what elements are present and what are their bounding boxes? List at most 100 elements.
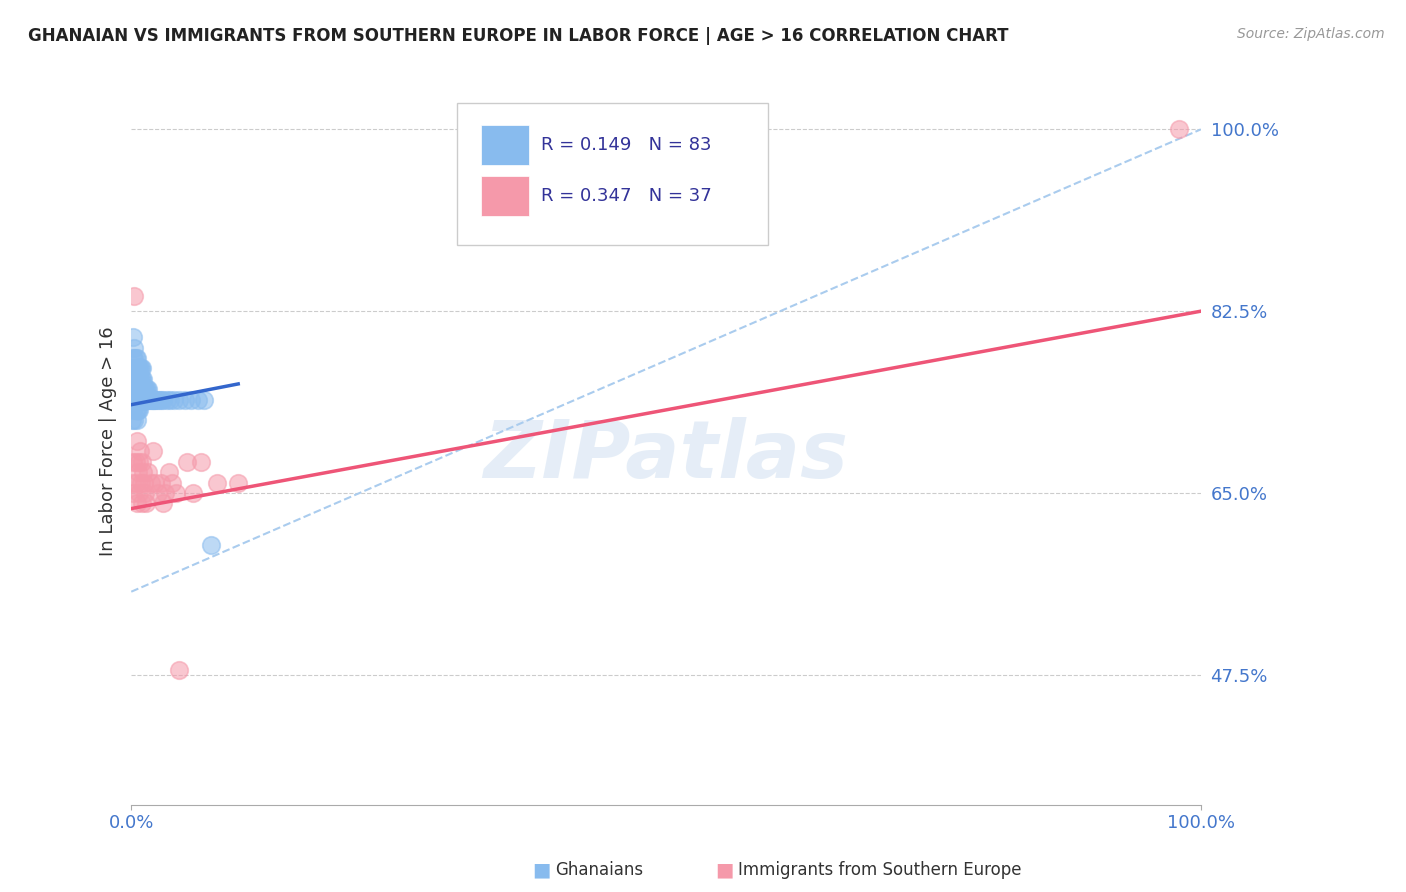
Point [129, 372, 152, 386]
Point [157, 465, 180, 479]
Point [121, 413, 143, 427]
Point [127, 403, 149, 417]
Point [146, 486, 169, 500]
Point [128, 455, 150, 469]
Point [226, 475, 249, 490]
Point [122, 330, 145, 344]
Point [132, 392, 155, 407]
Point [160, 475, 183, 490]
Point [138, 465, 160, 479]
Point [129, 392, 152, 407]
Point [127, 382, 149, 396]
Point [159, 392, 181, 407]
Text: ZIPatlas: ZIPatlas [484, 417, 849, 494]
Point [124, 372, 146, 386]
Point [132, 392, 155, 407]
Point [193, 392, 215, 407]
Point [128, 392, 150, 407]
Point [131, 496, 153, 510]
Point [134, 486, 156, 500]
Point [128, 372, 150, 386]
Point [132, 372, 155, 386]
Point [124, 392, 146, 407]
Point [127, 392, 149, 407]
Point [1168, 122, 1191, 136]
Point [125, 403, 148, 417]
Point [122, 382, 145, 396]
Point [132, 465, 155, 479]
Point [125, 382, 148, 396]
Point [122, 455, 145, 469]
Text: Source: ZipAtlas.com: Source: ZipAtlas.com [1237, 27, 1385, 41]
Point [124, 392, 146, 407]
Point [121, 372, 143, 386]
Point [205, 475, 228, 490]
Point [173, 392, 195, 407]
Text: ■: ■ [714, 860, 734, 880]
Point [122, 403, 145, 417]
Point [131, 455, 153, 469]
Point [128, 392, 150, 407]
Point [124, 413, 146, 427]
Point [124, 382, 146, 396]
Point [169, 392, 191, 407]
Point [124, 475, 146, 490]
Point [152, 392, 174, 407]
Point [132, 382, 155, 396]
Point [135, 392, 157, 407]
Point [138, 392, 160, 407]
Point [128, 403, 150, 417]
Point [124, 351, 146, 365]
Point [132, 382, 155, 396]
Point [124, 372, 146, 386]
Point [138, 382, 160, 396]
Point [142, 392, 165, 407]
Point [152, 496, 174, 510]
Point [125, 413, 148, 427]
Point [148, 392, 170, 407]
Point [142, 444, 165, 458]
Point [132, 475, 155, 490]
Point [131, 392, 153, 407]
Point [131, 361, 153, 376]
Point [190, 455, 212, 469]
Point [139, 392, 162, 407]
Point [122, 486, 145, 500]
Point [134, 392, 156, 407]
Point [139, 475, 162, 490]
Point [129, 361, 152, 376]
Point [125, 372, 148, 386]
Point [125, 351, 148, 365]
Point [122, 361, 145, 376]
Point [142, 392, 165, 407]
Point [125, 361, 148, 376]
Point [150, 392, 173, 407]
Point [143, 475, 166, 490]
Point [124, 455, 146, 469]
Text: ■: ■ [531, 860, 551, 880]
Point [124, 403, 146, 417]
Point [155, 392, 177, 407]
Point [138, 392, 160, 407]
Point [128, 382, 150, 396]
Point [136, 392, 159, 407]
Y-axis label: In Labor Force | Age > 16: In Labor Force | Age > 16 [100, 326, 117, 556]
Point [150, 475, 173, 490]
Point [128, 382, 150, 396]
Text: R = 0.347   N = 37: R = 0.347 N = 37 [541, 187, 711, 205]
Point [155, 486, 177, 500]
Point [131, 372, 153, 386]
Text: Ghanaians: Ghanaians [555, 861, 644, 879]
Point [124, 288, 146, 302]
Point [187, 392, 209, 407]
Point [131, 382, 153, 396]
Point [200, 538, 222, 552]
Text: R = 0.149   N = 83: R = 0.149 N = 83 [541, 136, 711, 154]
Bar [481, 176, 529, 216]
Point [180, 392, 202, 407]
Point [122, 351, 145, 365]
Point [121, 392, 143, 407]
Point [122, 372, 145, 386]
Point [125, 434, 148, 448]
Point [127, 465, 149, 479]
